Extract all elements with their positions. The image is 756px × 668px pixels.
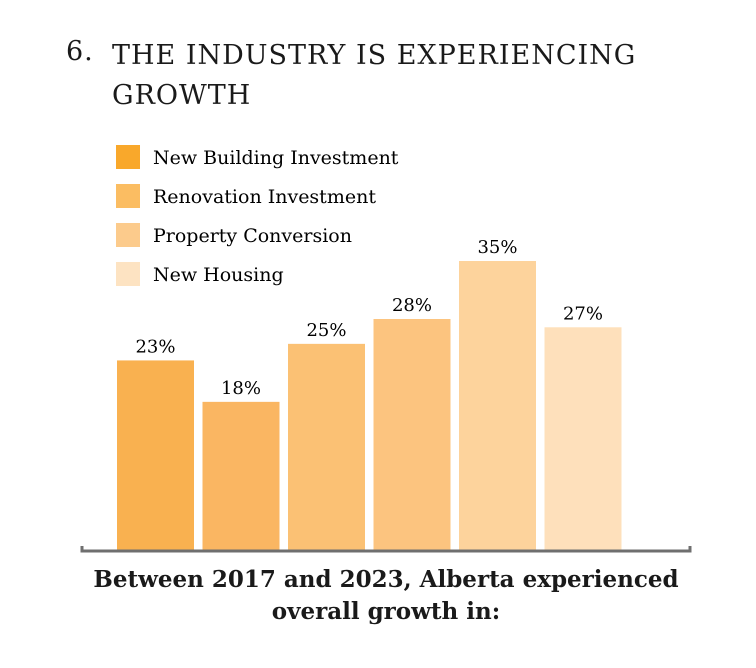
value-label: 18% (221, 378, 261, 399)
legend-swatch (116, 145, 140, 169)
value-label: 35% (477, 237, 517, 258)
bar (373, 319, 451, 551)
baseline (80, 546, 692, 553)
bar (117, 360, 194, 551)
caption: Between 2017 and 2023, Alberta experienc… (93, 566, 679, 625)
value-label: 23% (135, 336, 175, 357)
legend-swatch (116, 262, 140, 286)
legend-label: Renovation Investment (153, 186, 376, 208)
legend-label: New Building Investment (153, 147, 399, 169)
value-label: 27% (563, 303, 603, 324)
bar (288, 343, 365, 551)
chart-title: THE INDUSTRY IS EXPERIENCING GROWTH (112, 40, 637, 111)
legend-label: Property Conversion (153, 225, 352, 247)
bar (202, 401, 280, 551)
legend-label: New Housing (153, 264, 284, 286)
bar (459, 261, 536, 551)
bar (544, 327, 622, 551)
legend-swatch (116, 184, 140, 208)
legend-swatch (116, 223, 140, 247)
value-label: 25% (306, 320, 346, 341)
title-number: 6. (66, 36, 94, 67)
value-label: 28% (392, 295, 432, 316)
